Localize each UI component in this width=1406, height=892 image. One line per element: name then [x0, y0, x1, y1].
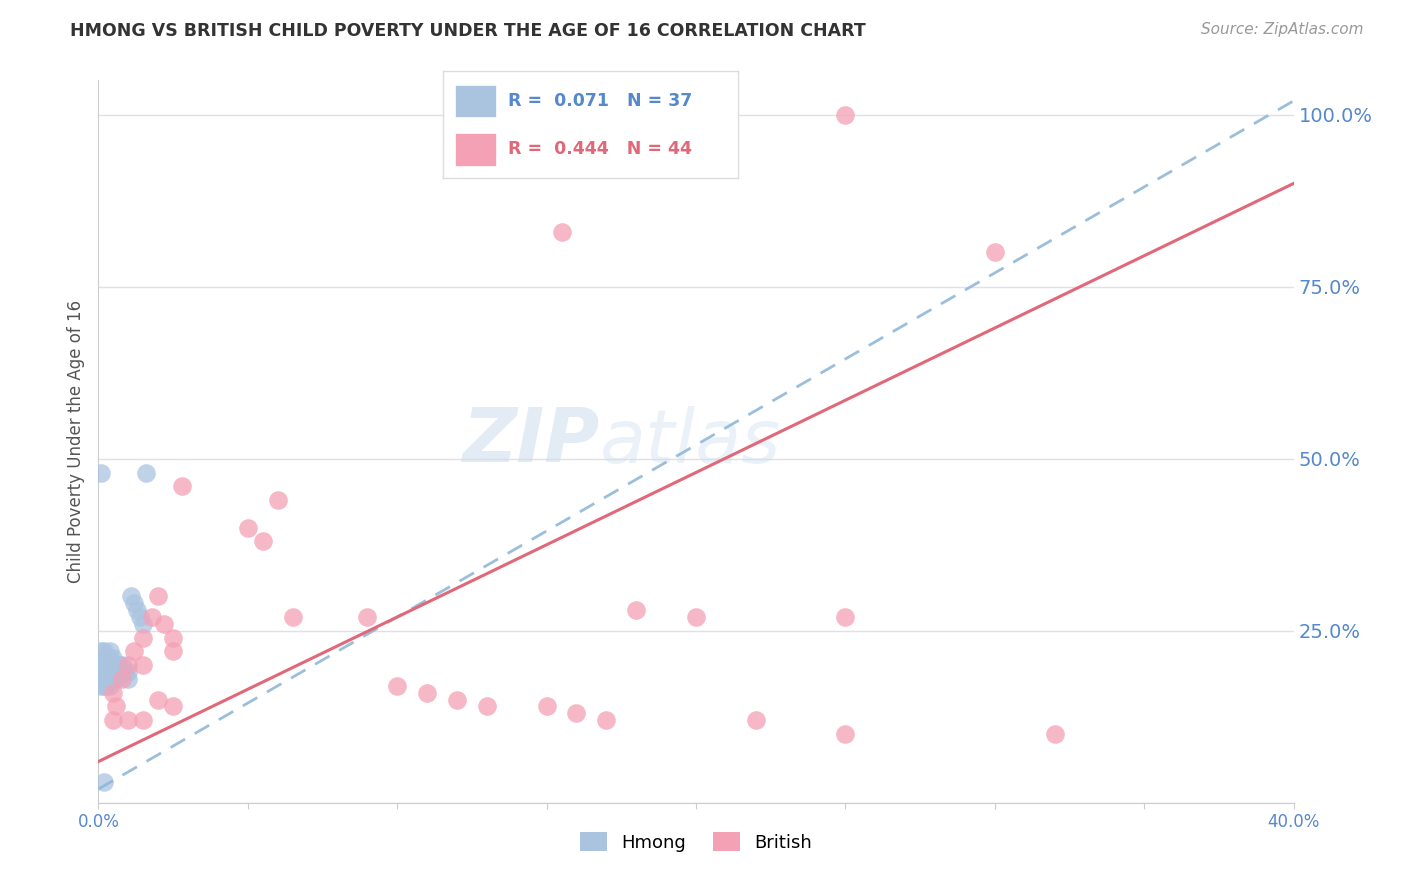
Point — [93, 775, 115, 789]
Point — [93, 672, 115, 686]
Point — [685, 610, 707, 624]
Point — [90, 466, 112, 480]
Point — [132, 616, 155, 631]
Point — [132, 713, 155, 727]
Point — [90, 644, 112, 658]
Point — [114, 665, 136, 679]
Text: R =  0.444   N = 44: R = 0.444 N = 44 — [508, 141, 692, 159]
Point — [446, 692, 468, 706]
Point — [129, 610, 152, 624]
Point — [98, 665, 122, 679]
Point — [565, 706, 588, 721]
Point — [103, 672, 125, 686]
Point — [162, 644, 184, 658]
Point — [550, 225, 572, 239]
Point — [120, 590, 142, 604]
Point — [1043, 727, 1066, 741]
Point — [984, 245, 1007, 260]
Point — [93, 665, 115, 679]
Point — [117, 672, 139, 686]
Point — [581, 108, 603, 122]
Point — [93, 679, 115, 693]
Point — [90, 679, 112, 693]
Legend: Hmong, British: Hmong, British — [572, 825, 820, 859]
Point — [550, 108, 572, 122]
Point — [124, 596, 146, 610]
Point — [148, 692, 170, 706]
Point — [626, 603, 648, 617]
Point — [90, 658, 112, 673]
Point — [745, 713, 768, 727]
Point — [153, 616, 176, 631]
Point — [98, 679, 122, 693]
Point — [105, 672, 128, 686]
Point — [93, 644, 115, 658]
Point — [98, 644, 122, 658]
Text: ZIP: ZIP — [463, 405, 600, 478]
Point — [111, 672, 134, 686]
Point — [117, 713, 139, 727]
Point — [103, 686, 125, 700]
Point — [252, 534, 274, 549]
Point — [117, 665, 139, 679]
Point — [108, 658, 131, 673]
Point — [93, 651, 115, 665]
Point — [105, 699, 128, 714]
Y-axis label: Child Poverty Under the Age of 16: Child Poverty Under the Age of 16 — [66, 300, 84, 583]
Point — [90, 665, 112, 679]
Point — [148, 590, 170, 604]
Point — [536, 699, 558, 714]
Point — [834, 108, 856, 122]
Text: Source: ZipAtlas.com: Source: ZipAtlas.com — [1201, 22, 1364, 37]
Point — [595, 713, 617, 727]
Text: atlas: atlas — [600, 406, 782, 477]
Point — [117, 658, 139, 673]
Point — [281, 610, 304, 624]
Point — [236, 520, 259, 534]
Point — [105, 658, 128, 673]
Bar — [454, 86, 496, 118]
Point — [416, 686, 439, 700]
Point — [356, 610, 378, 624]
Point — [111, 658, 134, 673]
Point — [96, 658, 118, 673]
Point — [98, 651, 122, 665]
Point — [103, 651, 125, 665]
Point — [111, 665, 134, 679]
Point — [96, 679, 118, 693]
Point — [162, 699, 184, 714]
Point — [506, 108, 529, 122]
Bar — [454, 134, 496, 166]
Point — [96, 665, 118, 679]
Point — [141, 610, 163, 624]
Point — [132, 658, 155, 673]
Point — [267, 493, 290, 508]
Point — [385, 679, 409, 693]
Point — [162, 631, 184, 645]
Text: HMONG VS BRITISH CHILD POVERTY UNDER THE AGE OF 16 CORRELATION CHART: HMONG VS BRITISH CHILD POVERTY UNDER THE… — [70, 22, 866, 40]
Point — [172, 479, 194, 493]
Point — [565, 108, 588, 122]
Point — [132, 631, 155, 645]
Point — [834, 610, 856, 624]
Point — [135, 466, 157, 480]
Point — [127, 603, 149, 617]
Point — [124, 644, 146, 658]
Point — [98, 658, 122, 673]
Point — [475, 699, 498, 714]
Point — [536, 108, 558, 122]
Point — [103, 713, 125, 727]
Point — [96, 651, 118, 665]
Point — [103, 658, 125, 673]
Text: R =  0.071   N = 37: R = 0.071 N = 37 — [508, 93, 692, 111]
Point — [834, 727, 856, 741]
